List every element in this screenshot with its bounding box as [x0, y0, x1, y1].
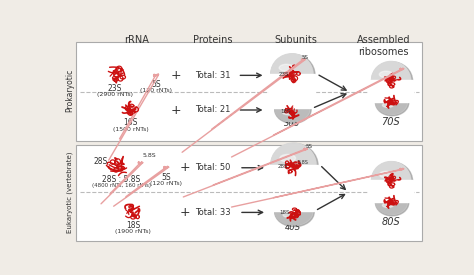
- Bar: [268, 74, 315, 96]
- Text: 50S: 50S: [283, 88, 300, 97]
- Text: (4800 rNTs, 160 rNTs): (4800 rNTs, 160 rNTs): [92, 183, 151, 188]
- Text: 5S: 5S: [302, 55, 309, 60]
- Text: 28S: 28S: [278, 164, 288, 169]
- Bar: [373, 187, 409, 202]
- Ellipse shape: [375, 190, 409, 216]
- Text: 80S: 80S: [382, 217, 401, 227]
- Ellipse shape: [279, 64, 294, 71]
- Ellipse shape: [283, 213, 296, 218]
- Text: (120 rNTs): (120 rNTs): [150, 182, 182, 186]
- Text: 28S: 28S: [94, 157, 108, 166]
- Ellipse shape: [271, 143, 316, 186]
- Ellipse shape: [383, 103, 393, 107]
- Text: Eukaryotic (vertebrate): Eukaryotic (vertebrate): [67, 152, 73, 233]
- Text: (2900 rNTs): (2900 rNTs): [97, 92, 133, 97]
- Text: 28S : 5.8S: 28S : 5.8S: [102, 175, 140, 184]
- Ellipse shape: [275, 96, 311, 123]
- Ellipse shape: [375, 89, 406, 114]
- Text: Total: 31: Total: 31: [195, 71, 230, 80]
- Text: rRNA: rRNA: [124, 35, 149, 45]
- Ellipse shape: [271, 54, 315, 96]
- Bar: [369, 80, 413, 101]
- Ellipse shape: [275, 197, 314, 227]
- Ellipse shape: [372, 162, 413, 200]
- Ellipse shape: [375, 90, 409, 116]
- Text: (120 rNTs): (120 rNTs): [140, 88, 172, 93]
- Text: Total: 50: Total: 50: [195, 163, 230, 172]
- Bar: [268, 165, 318, 189]
- Text: (1500 rNTs): (1500 rNTs): [113, 127, 148, 132]
- Ellipse shape: [379, 71, 393, 78]
- Text: 60S: 60S: [285, 182, 301, 191]
- FancyBboxPatch shape: [76, 145, 422, 241]
- Bar: [273, 93, 311, 108]
- Ellipse shape: [283, 110, 294, 115]
- Ellipse shape: [271, 144, 318, 188]
- Text: Assembled
ribosomes: Assembled ribosomes: [356, 35, 410, 57]
- Text: 16S: 16S: [280, 109, 291, 114]
- Text: 70S: 70S: [382, 117, 401, 127]
- Text: 5.8S: 5.8S: [298, 160, 309, 165]
- Ellipse shape: [275, 197, 312, 225]
- Ellipse shape: [280, 155, 296, 162]
- Text: +: +: [170, 103, 181, 117]
- Ellipse shape: [271, 54, 313, 94]
- Text: (1900 rNTs): (1900 rNTs): [115, 229, 151, 234]
- Text: 5S: 5S: [161, 173, 171, 182]
- Bar: [273, 195, 314, 211]
- Text: Subunits: Subunits: [274, 35, 317, 45]
- Ellipse shape: [375, 189, 406, 214]
- Bar: [369, 180, 413, 201]
- Text: 5S: 5S: [306, 144, 313, 150]
- Text: 18S: 18S: [279, 210, 290, 215]
- Text: 5.8S: 5.8S: [142, 153, 156, 158]
- Bar: [373, 87, 409, 101]
- Text: Total: 33: Total: 33: [195, 208, 230, 217]
- Text: Total: 21: Total: 21: [195, 106, 230, 114]
- Text: 5S: 5S: [151, 80, 161, 89]
- Ellipse shape: [372, 62, 413, 100]
- Text: +: +: [180, 206, 190, 219]
- Text: 23S: 23S: [108, 84, 122, 93]
- Text: 18S: 18S: [126, 221, 140, 230]
- Text: Proteins: Proteins: [193, 35, 232, 45]
- Ellipse shape: [372, 62, 410, 98]
- Text: 23S: 23S: [279, 72, 289, 77]
- Text: +: +: [180, 161, 190, 174]
- Ellipse shape: [383, 203, 393, 207]
- Text: 16S: 16S: [123, 119, 138, 127]
- Text: 40S: 40S: [285, 223, 301, 232]
- Text: 30S: 30S: [283, 119, 300, 128]
- Ellipse shape: [372, 162, 410, 199]
- Text: Prokaryotic: Prokaryotic: [65, 69, 74, 112]
- FancyBboxPatch shape: [76, 42, 422, 141]
- Ellipse shape: [275, 95, 309, 122]
- Text: +: +: [170, 69, 181, 82]
- Ellipse shape: [379, 171, 393, 178]
